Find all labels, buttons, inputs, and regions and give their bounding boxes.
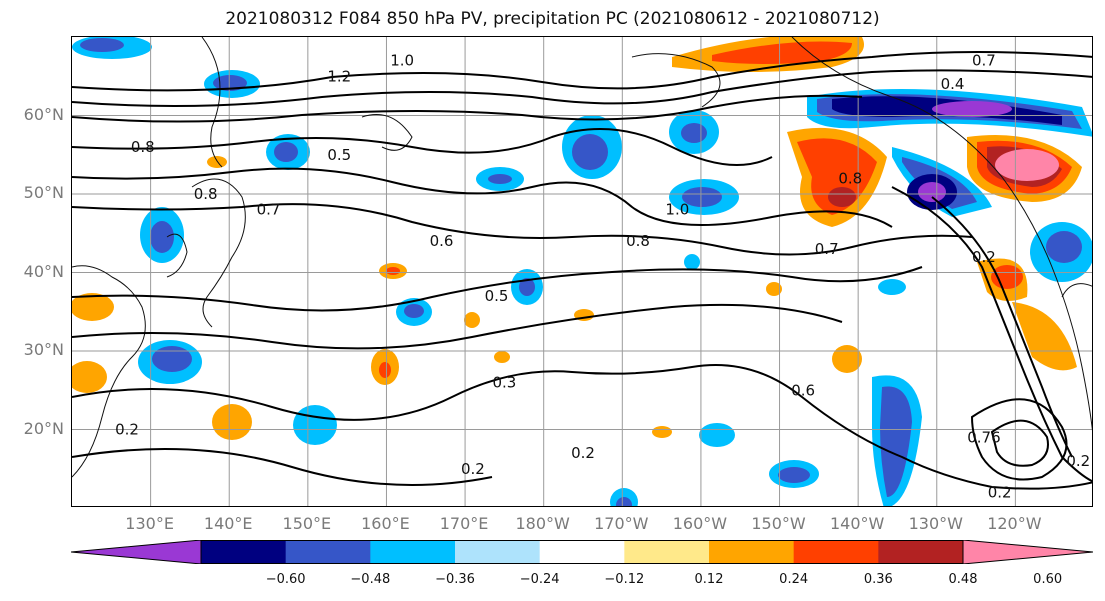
pc-blob-oregon <box>1030 222 1092 282</box>
pv-contours <box>72 51 1092 490</box>
lat-label-50n: 50°N <box>23 183 64 202</box>
pc-blob-sakhalin <box>266 134 310 170</box>
lat-label-40n: 40°N <box>23 261 64 281</box>
lon-label-150w: 150°W <box>751 514 806 533</box>
colorbar-bin <box>539 540 625 564</box>
pv-contour-label: 0.8 <box>626 232 650 250</box>
lon-label-140e: 140°E <box>203 514 253 533</box>
pc-blob-gulf <box>669 179 739 215</box>
pv-contour-label: 0.76 <box>967 428 1000 446</box>
colorbar-extend-min <box>71 540 202 564</box>
colorbar-tick: −0.48 <box>350 572 391 587</box>
pc-blob-gulf-alaska-positive <box>787 127 887 227</box>
colorbar-bin <box>793 540 879 564</box>
lat-label-30n: 30°N <box>23 340 64 359</box>
lon-label-130w: 130°W <box>908 514 963 533</box>
map-gridlines <box>72 37 1092 506</box>
pc-blob-pacific-south <box>293 405 337 445</box>
colorbar-tick: −0.60 <box>265 572 306 587</box>
colorbar-tick: −0.36 <box>435 572 475 587</box>
pc-blob-bc-coast <box>892 147 992 217</box>
lon-label-140w: 140°W <box>829 514 885 533</box>
pc-blob-hawaii-north <box>684 254 906 295</box>
lon-label-170e: 170°E <box>439 514 489 533</box>
colorbar-bin <box>878 540 964 564</box>
pc-blob-kamchatka-north <box>72 37 152 59</box>
pv-contour-label: 0.6 <box>791 381 815 399</box>
colorbar-tick: 0.60 <box>1033 572 1063 587</box>
pv-contour-label: 0.8 <box>838 169 862 187</box>
pc-blob-pacific-mid <box>396 298 432 326</box>
coastlines <box>72 37 1092 478</box>
pv-contour-label: 1.0 <box>390 52 414 70</box>
pc-blob-bering-west <box>562 115 622 179</box>
map-panel: 0.8 0.8 0.7 0.5 1.2 1.0 0.6 0.5 0.3 0.2 0.2 0.8 1.0 0… <box>71 36 1093 507</box>
pv-contour-label: 0.2 <box>1066 452 1090 470</box>
pv-contour-label: 0.4 <box>941 75 965 93</box>
pv-contour-label: 0.2 <box>115 421 139 439</box>
pv-contour-label: 0.7 <box>815 240 839 258</box>
pc-blob-subtropics <box>610 423 819 506</box>
map-title: 2021080312 F084 850 hPa PV, precipitatio… <box>225 9 880 29</box>
lat-label-20n: 20°N <box>23 418 64 438</box>
pv-contour-label: 0.7 <box>257 201 281 219</box>
colorbar-bin <box>201 540 287 564</box>
colorbar-extend-max <box>962 540 1093 564</box>
colorbar <box>71 540 1093 564</box>
pc-blob-mexico-west <box>872 375 922 506</box>
pv-contour-label: 0.2 <box>972 248 996 266</box>
pv-contour-label: 0.5 <box>327 146 351 164</box>
colorbar-bin <box>285 540 371 564</box>
colorbar-tick: −0.24 <box>519 572 560 587</box>
pv-contour-label: 0.2 <box>988 483 1012 501</box>
pc-blob-east-china <box>138 340 202 384</box>
colorbar-bin <box>370 540 456 564</box>
pv-contour-labels: 0.8 0.8 0.7 0.5 1.2 1.0 0.6 0.5 0.3 0.2 0.2 0.8 1.0 0… <box>115 52 1090 502</box>
pc-blob-pacific-180 <box>511 269 543 305</box>
map-canvas: 0.8 0.8 0.7 0.5 1.2 1.0 0.6 0.5 0.3 0.2 0.2 0.8 1.0 0… <box>72 37 1092 506</box>
colorbar-tick: 0.36 <box>863 572 893 587</box>
pv-contour-label: 0.5 <box>485 287 509 305</box>
pc-blob-bering-east <box>669 110 719 154</box>
pv-contour-label: 1.2 <box>327 67 351 85</box>
colorbar-bin <box>455 540 541 564</box>
lon-label-130e: 130°E <box>125 514 174 533</box>
pc-blob-california-positive <box>977 258 1077 371</box>
pv-contour-label: 0.8 <box>194 185 218 203</box>
colorbar-bin <box>709 540 795 564</box>
pc-blob-aleutian <box>476 167 524 191</box>
colorbar-bin <box>624 540 710 564</box>
lon-label-160e: 160°E <box>361 514 410 533</box>
lon-label-150e: 150°E <box>282 514 332 533</box>
pc-blob-canada-positive <box>967 135 1082 202</box>
lon-label-180w: 180°W <box>515 514 570 533</box>
pv-contour-label: 0.2 <box>571 444 595 462</box>
pv-contour-label: 0.6 <box>430 232 454 250</box>
pv-contour-label: 0.3 <box>492 373 516 391</box>
lat-label-60n: 60°N <box>23 104 64 124</box>
colorbar-frame <box>200 540 964 564</box>
pv-contour-label: 0.7 <box>972 52 996 70</box>
lon-label-120w: 120°W <box>987 514 1042 533</box>
pc-blob-okhotsk <box>204 70 260 98</box>
colorbar-tick: 0.12 <box>694 572 724 587</box>
colorbar-tick: 0.48 <box>948 572 978 587</box>
lon-label-170w: 170°W <box>594 514 649 533</box>
colorbar-tick: 0.24 <box>779 572 809 587</box>
pv-contour-label: 0.8 <box>131 138 155 156</box>
pv-contour-label: 1.0 <box>665 201 689 219</box>
colorbar-tick: −0.12 <box>604 572 645 587</box>
lon-label-160w: 160°W <box>672 514 728 533</box>
pv-contour-label: 0.2 <box>461 460 485 478</box>
